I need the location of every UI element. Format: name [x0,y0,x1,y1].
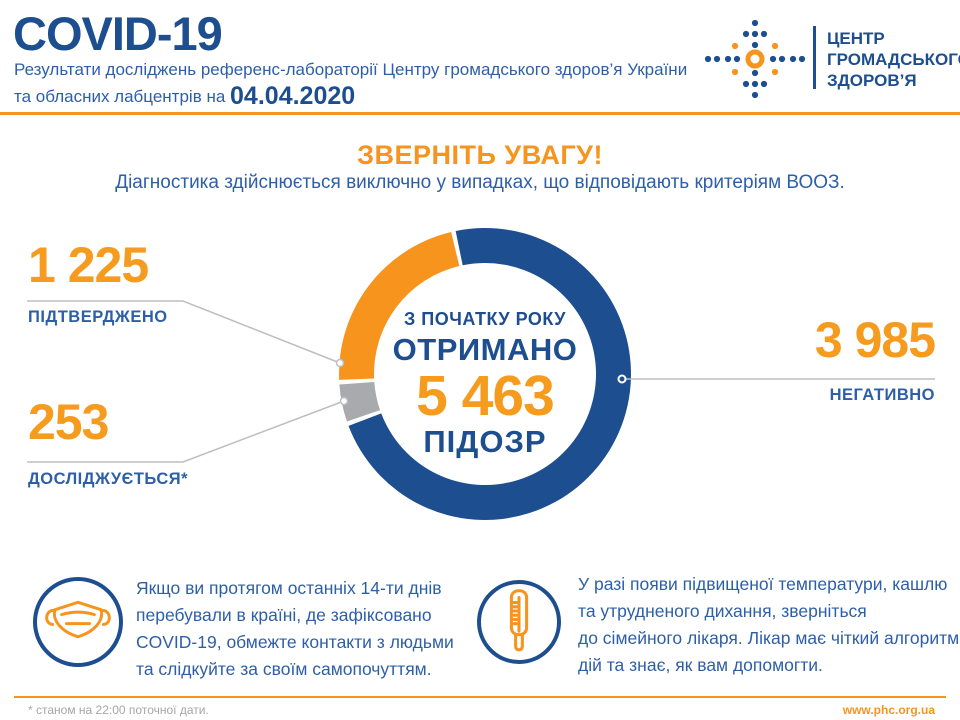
info-travel-line3: COVID-19, обмежте контакти з людьми [136,632,454,652]
mask-icon-circle [33,577,123,667]
header-subtitle-line2: та обласних лабцентрів на 04.04.2020 [14,82,355,111]
info-symptoms-line4: дій та знає, як вам допомогти. [578,655,823,675]
info-text-travel: Якщо ви протягом останніх 14-ти днів пер… [136,575,454,683]
info-symptoms-line2: та утрудненого дихання, зверніться [578,601,867,621]
stat-confirmed-label: ПІДТВЕРДЖЕНО [28,308,168,326]
info-travel-line2: перебували в країні, де зафіксовано [136,605,432,625]
stat-under-investigation-label: ДОСЛІДЖУЄТЬСЯ* [28,470,189,488]
info-travel-line1: Якщо ви протягом останніх 14-ти днів [136,578,442,598]
footnote: * станом на 22:00 поточної дати. [28,703,209,717]
thermometer-icon-circle [477,580,561,664]
info-symptoms-line1: У разі появи підвищеної температури, каш… [578,574,948,594]
website-url: www.phc.org.ua [842,703,935,717]
thermometer-icon [509,589,529,652]
info-symptoms-line3: до сімейного лікаря. Лікар має чіткий ал… [578,628,960,648]
logo-text-line1: ЦЕНТР [827,29,885,48]
face-mask-icon [45,600,111,639]
donut-segment-confirmed [338,231,460,380]
donut-chart [338,227,631,520]
header-subtitle-line1: Результати досліджень референс-лаборатор… [14,60,688,79]
stat-confirmed-value: 1 225 [28,237,149,293]
donut-center-line2: ОТРИМАНО [392,332,578,367]
header-divider-line [0,112,960,115]
page-title: COVID-19 [13,7,223,60]
stat-confirmed: 1 225 ПІДТВЕРДЖЕНО [28,237,167,326]
stat-negative-value: 3 985 [814,312,936,368]
footer-divider-line [14,696,946,698]
info-travel-line4: та слідкуйте за своїм самопочуттям. [136,659,432,679]
phc-logo-icon [704,19,806,99]
report-date: 04.04.2020 [230,82,356,110]
notice-title: ЗВЕРНІТЬ УВАГУ! [357,140,603,170]
logo-divider [813,26,816,89]
notice-subtitle: Діагностика здійснюється виключно у випа… [115,172,845,193]
donut-segment-under-investigation [339,381,381,422]
logo-text-line2: ГРОМАДСЬКОГО [827,50,960,69]
stat-negative-label: НЕГАТИВНО [829,386,935,404]
donut-center-text: З ПОЧАТКУ РОКУ ОТРИМАНО 5 463 ПІДОЗР [355,309,615,460]
stat-negative: 3 985 НЕГАТИВНО [635,312,936,404]
stat-under-investigation: 253 ДОСЛІДЖУЄТЬСЯ* [28,394,188,488]
logo-text: ЦЕНТР ГРОМАДСЬКОГО ЗДОРОВ’Я [827,28,960,91]
donut-center-line1: З ПОЧАТКУ РОКУ [404,309,566,329]
info-text-symptoms: У разі появи підвищеної температури, каш… [578,571,959,679]
donut-center-line4: ПІДОЗР [423,424,547,459]
donut-center-value: 5 463 [416,364,555,428]
stat-under-investigation-value: 253 [28,394,109,450]
header-subtitle-line2-text: та обласних лабцентрів на [14,87,226,106]
logo-text-line3: ЗДОРОВ’Я [827,71,917,90]
